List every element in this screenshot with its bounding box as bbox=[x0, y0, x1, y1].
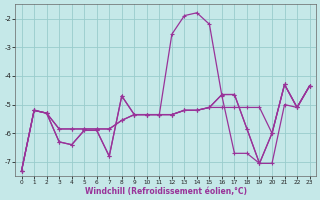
X-axis label: Windchill (Refroidissement éolien,°C): Windchill (Refroidissement éolien,°C) bbox=[84, 187, 247, 196]
